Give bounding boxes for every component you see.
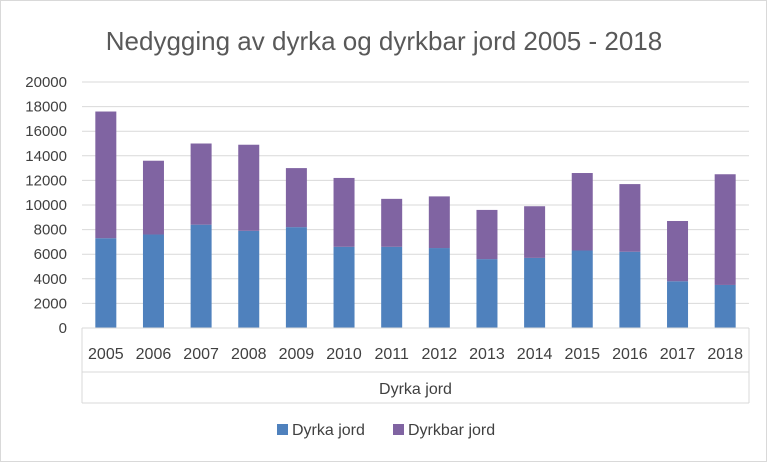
bar-dyrkbar-jord	[476, 209, 498, 260]
bar-dyrkbar-jord	[190, 143, 212, 225]
y-tick-label: 12000	[25, 172, 67, 189]
bar-dyrkbar-jord	[619, 184, 641, 252]
x-tick-label: 2014	[517, 346, 553, 363]
bar-dyrka-jord	[571, 250, 593, 328]
y-tick-label: 16000	[25, 123, 67, 140]
y-tick-label: 10000	[25, 197, 67, 214]
bar-dyrka-jord	[428, 248, 450, 328]
bar-dyrka-jord	[95, 238, 117, 328]
x-group-label: Dyrka jord	[379, 381, 452, 398]
bar-dyrkbar-jord	[95, 111, 117, 239]
y-tick-label: 18000	[25, 99, 67, 116]
legend-swatch	[393, 424, 404, 435]
grid-lines	[82, 81, 749, 304]
legend-label: Dyrkbar jord	[408, 422, 495, 439]
y-axis-tick-labels: 0 2000 4000 6000 8000 10000 12000 14000 16000 180…	[25, 74, 67, 337]
x-tick-label: 2018	[707, 346, 743, 363]
bar-dyrkbar-jord	[667, 220, 689, 282]
bar-dyrka-jord	[238, 230, 260, 328]
x-tick-label: 2008	[231, 346, 267, 363]
legend-label: Dyrka jord	[292, 422, 365, 439]
bar-dyrkbar-jord	[142, 160, 164, 235]
bar-dyrkbar-jord	[238, 144, 260, 231]
bar-dyrka-jord	[667, 281, 689, 328]
bar-dyrkbar-jord	[333, 177, 355, 247]
y-tick-label: 6000	[34, 246, 67, 263]
bar-dyrka-jord	[714, 284, 736, 328]
y-tick-label: 8000	[34, 222, 67, 239]
x-tick-label: 2012	[422, 346, 458, 363]
y-tick-label: 20000	[25, 74, 67, 91]
bar-dyrka-jord	[524, 257, 546, 328]
x-tick-label: 2011	[374, 346, 409, 363]
x-tick-label: 2007	[183, 346, 219, 363]
bar-dyrkbar-jord	[428, 196, 450, 249]
legend-swatch	[277, 424, 288, 435]
bar-dyrka-jord	[333, 246, 355, 328]
x-tick-label: 2017	[660, 346, 696, 363]
y-tick-label: 0	[59, 320, 67, 337]
bar-dyrkbar-jord	[524, 206, 546, 258]
bar-dyrka-jord	[381, 246, 403, 328]
x-tick-label: 2016	[612, 346, 648, 363]
bar-dyrkbar-jord	[571, 173, 593, 251]
x-tick-label: 2013	[469, 346, 505, 363]
bar-dyrka-jord	[619, 251, 641, 328]
x-tick-label: 2010	[326, 346, 362, 363]
y-tick-label: 2000	[34, 295, 67, 312]
y-tick-label: 14000	[25, 148, 67, 165]
x-tick-label: 2009	[279, 346, 315, 363]
legend: Dyrka jord Dyrkbar jord	[277, 422, 495, 439]
y-tick-label: 4000	[34, 271, 67, 288]
chart-title: Nedygging av dyrka og dyrkbar jord 2005 …	[106, 26, 662, 56]
x-axis: 2005 2006 2007 2008 2009 2010 2011 2012 2013 2014…	[81, 327, 750, 404]
x-tick-label: 2005	[88, 346, 124, 363]
bar-dyrkbar-jord	[381, 198, 403, 247]
bar-dyrka-jord	[285, 227, 307, 328]
x-tick-label: 2006	[136, 346, 172, 363]
bar-dyrkbar-jord	[714, 174, 736, 285]
x-tick-label: 2015	[564, 346, 600, 363]
bar-dyrka-jord	[142, 234, 164, 328]
bar-dyrka-jord	[190, 224, 212, 328]
bar-series	[95, 111, 736, 328]
bar-dyrkbar-jord	[285, 168, 307, 228]
bar-dyrka-jord	[476, 259, 498, 328]
